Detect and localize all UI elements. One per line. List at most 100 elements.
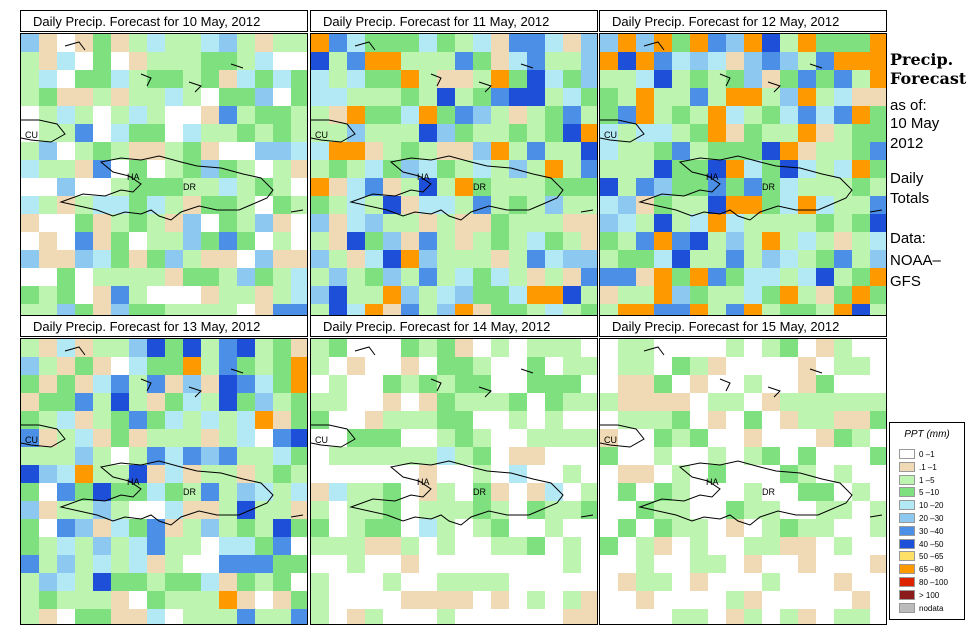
precip-cell (509, 519, 527, 537)
coastline (580, 514, 594, 518)
precip-cell (600, 196, 618, 214)
precip-cell (834, 411, 852, 429)
precip-cell (383, 34, 401, 52)
precip-cell (780, 70, 798, 88)
precip-cell (581, 573, 597, 591)
precip-cell (545, 465, 563, 483)
precip-cell (93, 250, 111, 268)
precip-cell (816, 483, 834, 501)
precip-cell (147, 465, 165, 483)
precip-cell (21, 357, 39, 375)
precip-cell (147, 232, 165, 250)
precip-cell (473, 142, 491, 160)
precip-cell (255, 375, 273, 393)
precip-cell (509, 214, 527, 232)
precip-cell (419, 447, 437, 465)
precip-cell (383, 537, 401, 555)
precip-cell (165, 286, 183, 304)
precip-cell (870, 34, 886, 52)
precip-cell (509, 88, 527, 106)
precip-cell (708, 160, 726, 178)
precip-cell (636, 268, 654, 286)
precip-cell (581, 483, 597, 501)
precip-cell (798, 537, 816, 555)
precip-cell (75, 573, 93, 591)
precip-cell (726, 214, 744, 232)
precip-cell (473, 501, 491, 519)
precip-cell (365, 286, 383, 304)
precip-cell (201, 70, 219, 88)
precip-cell (672, 357, 690, 375)
precip-cell (545, 339, 563, 357)
precip-cell (618, 339, 636, 357)
precip-cell (672, 268, 690, 286)
precip-cell (183, 52, 201, 70)
precip-cell (708, 375, 726, 393)
precip-cell (455, 339, 473, 357)
legend-swatch (899, 500, 915, 511)
precip-cell (600, 357, 618, 375)
precip-cell (672, 411, 690, 429)
precip-cell (491, 70, 509, 88)
precip-cell (473, 88, 491, 106)
precip-cell (255, 88, 273, 106)
precip-cell (75, 52, 93, 70)
precip-cell (129, 268, 147, 286)
coastline (21, 119, 66, 143)
precip-cell (201, 609, 219, 624)
coastline (311, 119, 356, 143)
precip-cell (726, 142, 744, 160)
precip-cell (419, 465, 437, 483)
precip-cell (762, 537, 780, 555)
precip-cell (219, 106, 237, 124)
precip-cell (419, 429, 437, 447)
precip-cell (473, 483, 491, 501)
precip-cell (455, 357, 473, 375)
precip-cell (852, 160, 870, 178)
legend-swatch (899, 449, 915, 459)
precip-cell (237, 429, 255, 447)
precip-cell (75, 214, 93, 232)
precip-cell (618, 465, 636, 483)
precip-cell (111, 142, 129, 160)
precip-cell (581, 591, 597, 609)
precip-cell (329, 250, 347, 268)
precip-map: CU HA DR (599, 338, 887, 625)
precip-cell (347, 268, 365, 286)
precip-cell (600, 339, 618, 357)
precip-cell (273, 483, 291, 501)
precip-cell (581, 214, 597, 232)
precip-cell (618, 196, 636, 214)
precip-cell (419, 339, 437, 357)
precip-cell (383, 160, 401, 178)
precip-cell (762, 393, 780, 411)
precip-cell (21, 519, 39, 537)
precip-cell (237, 519, 255, 537)
precip-cell (437, 178, 455, 196)
precip-cell (437, 52, 455, 70)
precip-cell (93, 52, 111, 70)
precip-cell (798, 591, 816, 609)
panel-title: Daily Precip. Forecast for 14 May, 2012 (310, 315, 598, 337)
precip-cell (365, 52, 383, 70)
precip-cell (329, 178, 347, 196)
precip-cell (21, 411, 39, 429)
precip-cell (93, 268, 111, 286)
precip-cell (201, 591, 219, 609)
legend-item: nodata (899, 602, 943, 614)
legend-label: 50 –65 (919, 552, 944, 562)
precip-cell (183, 411, 201, 429)
precip-cell (329, 609, 347, 624)
precip-cell (39, 429, 57, 447)
precip-cell (816, 70, 834, 88)
precip-cell (219, 70, 237, 88)
precip-cell (365, 70, 383, 88)
precip-cell (654, 88, 672, 106)
precip-cell (690, 160, 708, 178)
precip-cell (57, 573, 75, 591)
precip-cell (473, 178, 491, 196)
precip-cell (219, 519, 237, 537)
precip-cell (491, 268, 509, 286)
precip-cell (201, 573, 219, 591)
precip-cell (509, 465, 527, 483)
